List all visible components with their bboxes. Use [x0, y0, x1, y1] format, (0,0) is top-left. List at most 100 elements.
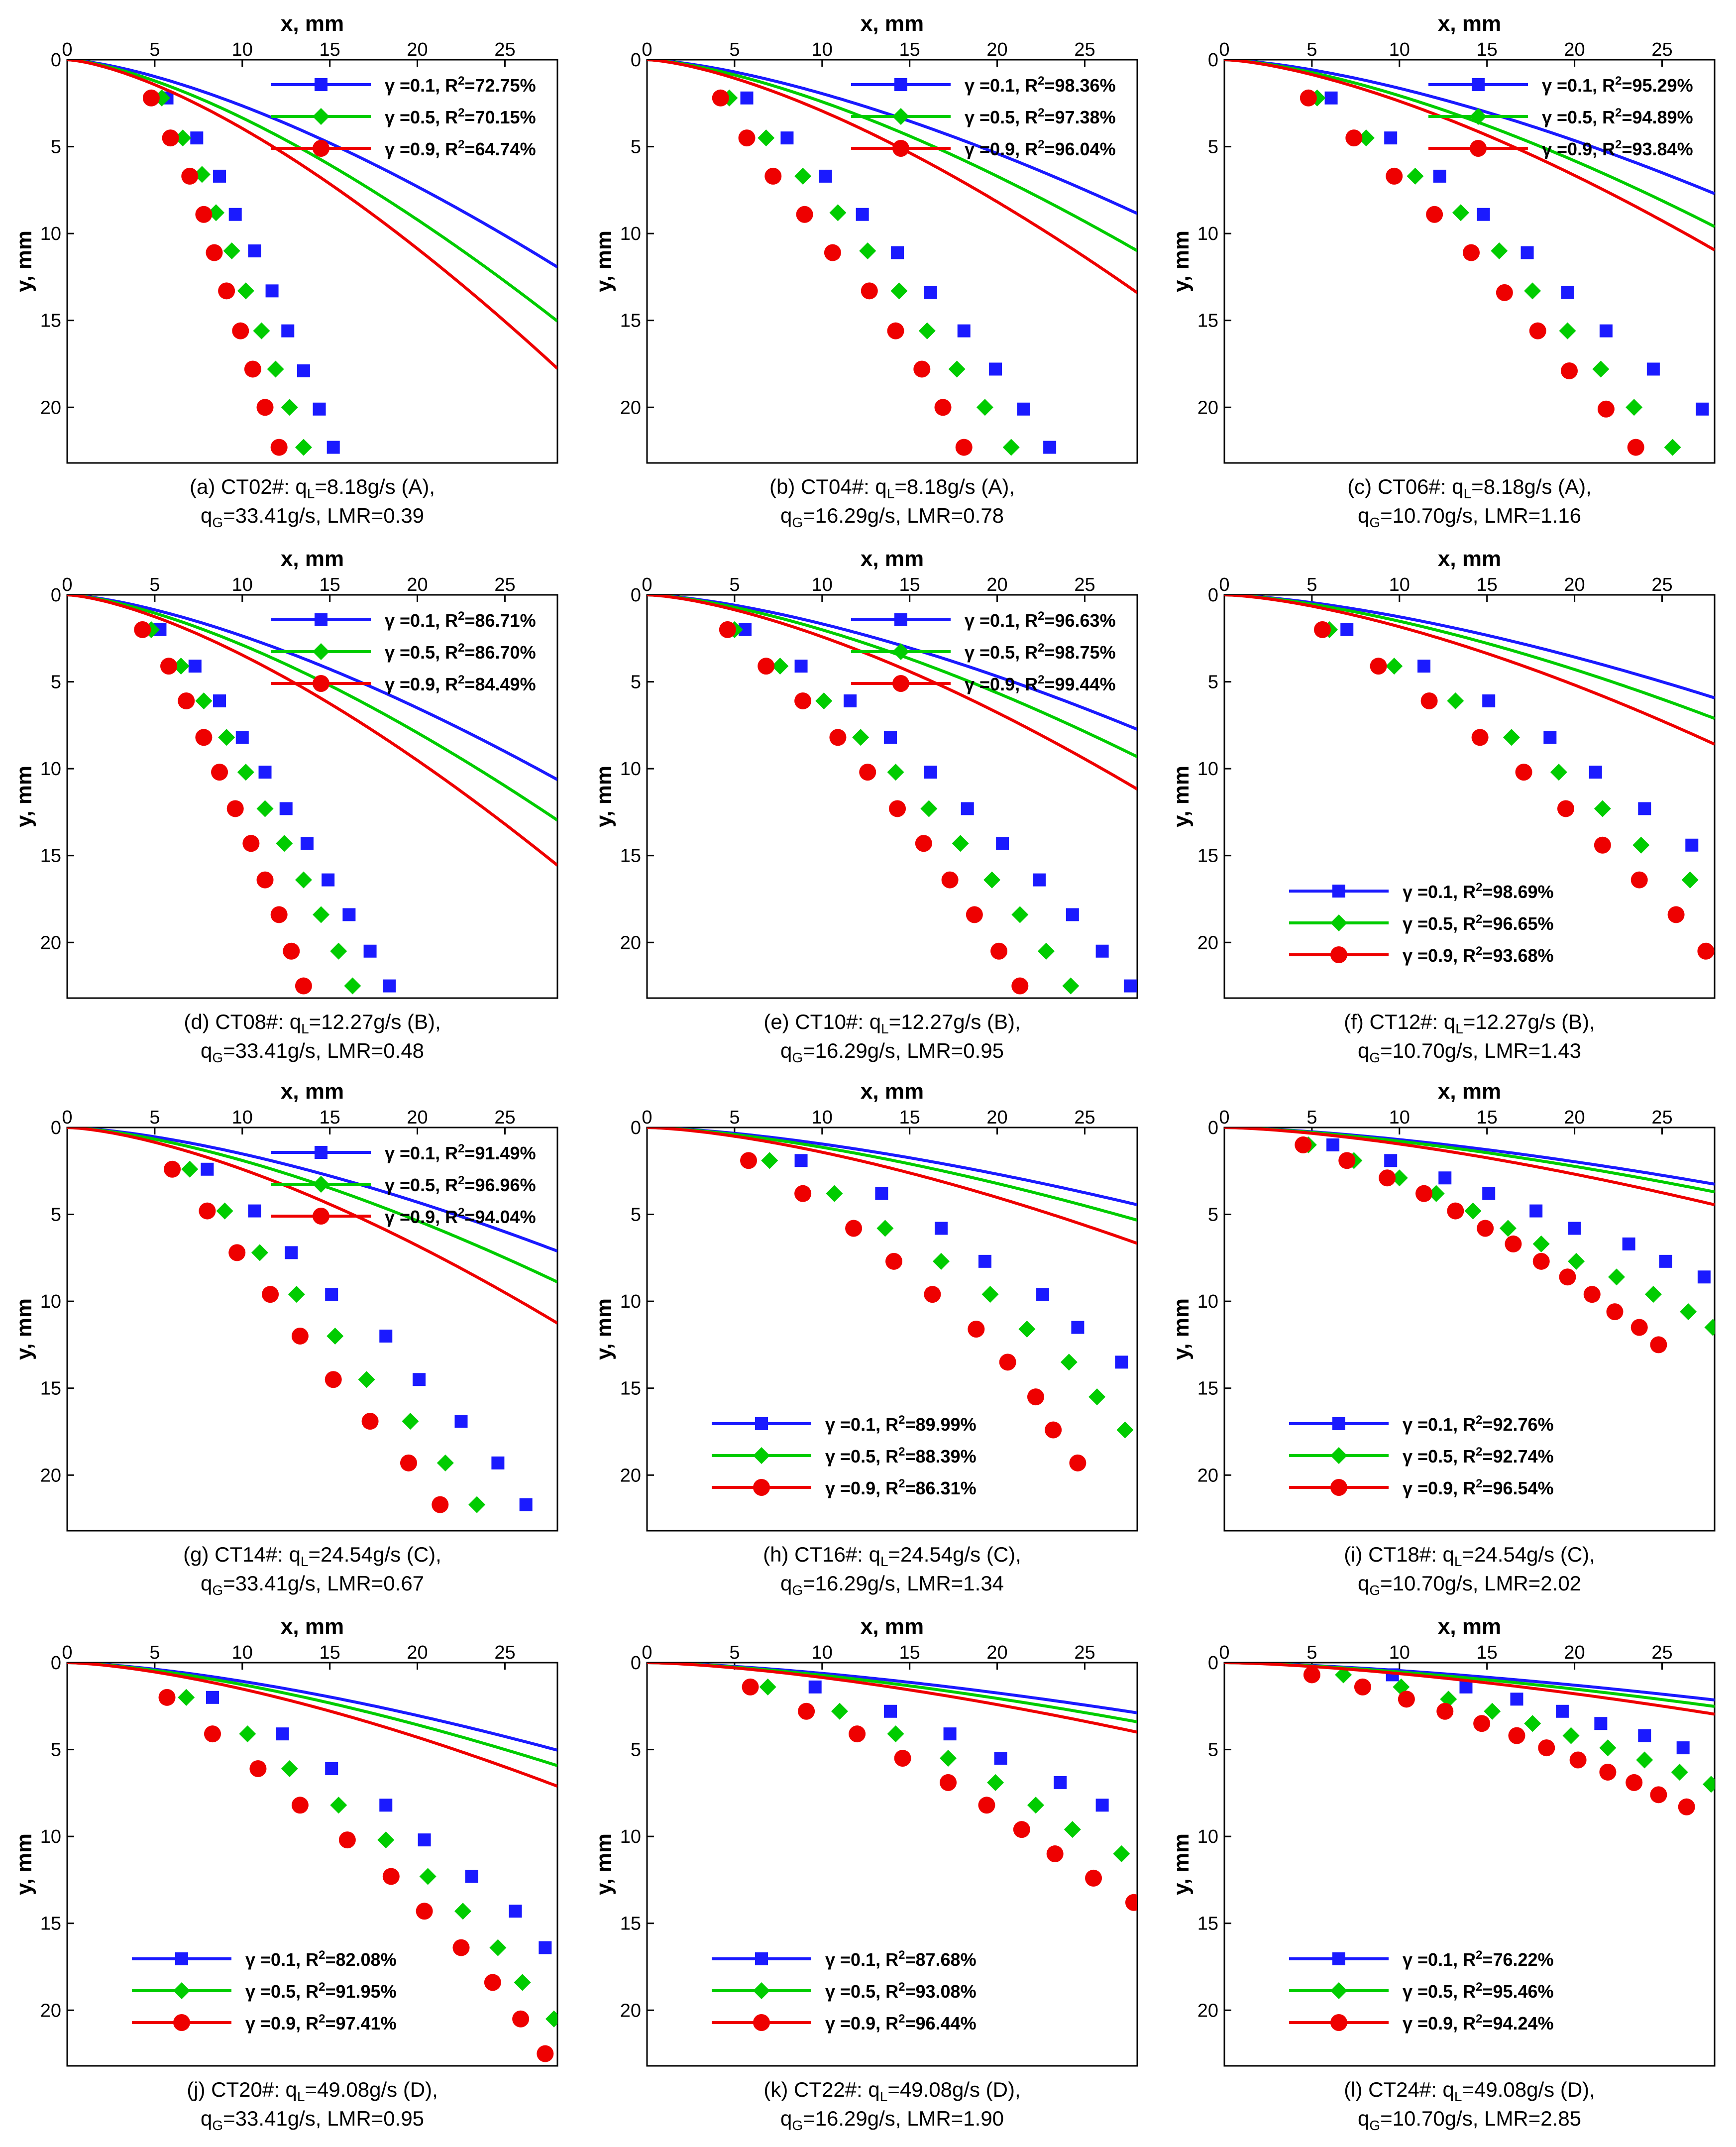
data-point	[400, 1454, 417, 1471]
data-point	[1599, 1739, 1617, 1757]
data-point	[1592, 360, 1610, 378]
data-point	[1626, 1774, 1643, 1791]
x-tick-label: 25	[1651, 574, 1672, 595]
data-point	[281, 1760, 298, 1777]
legend-label: γ =0.9, R2=94.24%	[1403, 2012, 1554, 2034]
data-point	[206, 244, 223, 261]
data-point	[1520, 246, 1534, 259]
data-point	[1583, 1286, 1601, 1303]
x-tick-label: 5	[729, 39, 740, 60]
data-point	[1555, 1704, 1569, 1718]
y-tick-label: 15	[40, 846, 61, 867]
x-tick-label: 25	[1651, 39, 1672, 60]
data-point	[885, 1252, 903, 1270]
legend-marker	[755, 1417, 768, 1430]
data-point	[852, 729, 869, 746]
data-point	[1510, 1693, 1523, 1706]
series-line-gamma-0	[647, 595, 1137, 731]
data-point	[1667, 906, 1685, 923]
y-tick-label: 0	[631, 1653, 641, 1674]
caption-line-2: qG=33.41g/s, LMR=0.95	[201, 2107, 424, 2133]
data-point	[181, 167, 199, 185]
data-point	[213, 169, 226, 183]
data-point	[1622, 1237, 1635, 1250]
data-point	[1644, 1286, 1662, 1303]
data-point	[742, 1678, 759, 1695]
x-tick-label: 20	[407, 1642, 428, 1663]
data-point	[1326, 1138, 1340, 1151]
data-point	[796, 206, 813, 223]
data-point	[1471, 729, 1489, 746]
data-point	[188, 660, 202, 673]
data-point	[968, 1321, 985, 1338]
legend-label: γ =0.9, R2=96.04%	[965, 138, 1116, 159]
plot-frame	[1223, 1662, 1716, 2067]
x-tick-label: 10	[232, 1107, 253, 1128]
data-point	[1508, 1727, 1525, 1744]
y-tick-label: 10	[1197, 224, 1218, 244]
x-tick-label: 0	[642, 1107, 652, 1128]
data-point	[1650, 1336, 1667, 1354]
legend-label: γ =0.1, R2=98.36%	[965, 74, 1116, 96]
x-axis-title: x, mm	[281, 547, 344, 571]
y-tick-label: 15	[40, 1378, 61, 1399]
x-axis-title: x, mm	[281, 1614, 344, 1639]
y-tick-label: 15	[1197, 311, 1218, 332]
caption-line-2: qG=16.29g/s, LMR=1.90	[780, 2107, 1004, 2133]
panel-b: 0 5 10 15 20 25 0 5 10 15 20 x, mm y, mm γ =0.1, R2=9…	[592, 11, 1138, 530]
data-point	[935, 1222, 948, 1235]
x-axis-title: x, mm	[1438, 1079, 1501, 1104]
data-point	[1664, 439, 1681, 456]
x-tick-label: 15	[1477, 1642, 1498, 1663]
panel-j: 0 5 10 15 20 25 0 5 10 15 20 x, mm y, mm γ =0.1, R2=8…	[12, 1614, 558, 2133]
y-tick-label: 15	[620, 1914, 641, 1934]
series-line-gamma-2	[1224, 595, 1715, 746]
data-point	[1482, 1187, 1496, 1200]
data-point	[829, 729, 847, 746]
data-point	[232, 322, 249, 339]
data-point	[957, 324, 971, 338]
data-point	[1357, 129, 1375, 147]
x-tick-label: 0	[62, 39, 72, 60]
data-point	[1420, 692, 1438, 709]
data-point	[1482, 694, 1496, 707]
data-point	[1417, 660, 1431, 673]
data-point	[256, 399, 274, 416]
data-point	[258, 766, 272, 779]
caption-line-1: (i) CT18#: qL=24.54g/s (C),	[1344, 1543, 1595, 1569]
data-point	[1038, 942, 1055, 960]
data-point	[295, 439, 312, 456]
caption-line-1: (l) CT24#: qL=49.08g/s (D),	[1344, 2078, 1595, 2104]
data-point	[1384, 131, 1398, 145]
data-point	[1384, 1154, 1398, 1167]
data-point	[379, 1329, 393, 1343]
x-axis-title: x, mm	[861, 547, 924, 571]
data-point	[545, 2010, 557, 2028]
data-point	[1589, 766, 1602, 779]
y-axis-title: y, mm	[1169, 230, 1194, 292]
legend-label: γ =0.1, R2=98.69%	[1403, 881, 1554, 902]
data-point	[1115, 1356, 1128, 1369]
data-point	[204, 1725, 221, 1743]
data-point	[1447, 1202, 1464, 1220]
data-point	[794, 167, 812, 185]
data-point	[1398, 1691, 1415, 1708]
legend-marker	[1332, 885, 1345, 898]
data-point	[1477, 1220, 1494, 1237]
data-point	[382, 1868, 400, 1885]
panel-g: 0 5 10 15 20 25 0 5 10 15 20 x, mm y, mm γ =0.1, R2=9…	[12, 1079, 558, 1598]
data-point	[1064, 1821, 1081, 1838]
x-axis-title: x, mm	[861, 1079, 924, 1104]
data-point	[849, 1725, 866, 1743]
legend-label: γ =0.1, R2=92.76%	[1403, 1413, 1554, 1435]
legend-label: γ =0.9, R2=86.31%	[825, 1477, 976, 1498]
x-tick-label: 20	[407, 39, 428, 60]
data-point	[1562, 1727, 1580, 1744]
data-point	[199, 1202, 216, 1220]
x-tick-label: 20	[986, 1107, 1007, 1128]
data-point	[1594, 800, 1611, 817]
data-point	[178, 1689, 195, 1706]
legend-marker	[753, 1447, 770, 1464]
x-axis-title: x, mm	[1438, 11, 1501, 36]
data-point	[1496, 284, 1513, 301]
